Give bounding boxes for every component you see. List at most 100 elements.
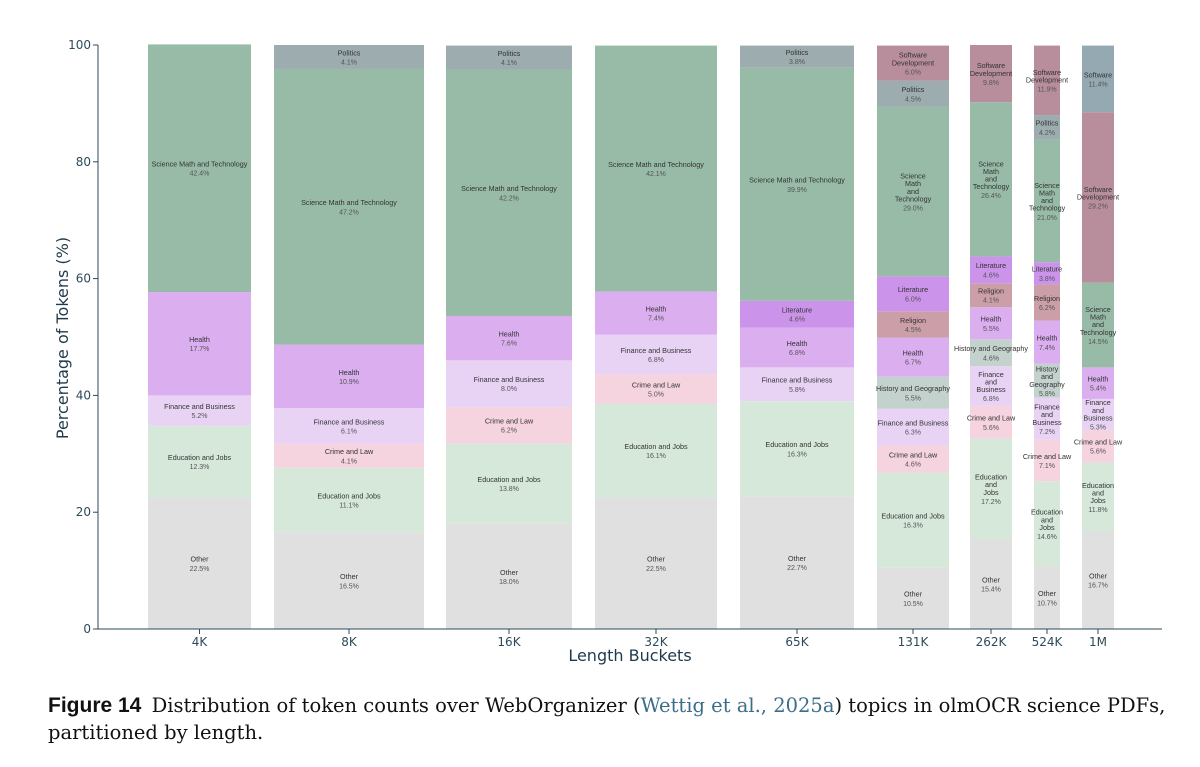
segment-value-16k-other: 18.0% [499,579,519,586]
caption-text-before: Distribution of token counts over WebOrg… [151,694,641,717]
segment-value-262k-religion: 4.1% [983,298,999,305]
segment-label-524k-finance-and-business: Finance and Business [1032,403,1062,427]
y-tick-label-60: 60 [76,272,91,286]
segment-value-32k-other: 22.5% [646,566,666,573]
segment-label-262k-finance-and-business: Finance and Business [976,370,1006,394]
segment-label-16k-health: Health [499,330,520,339]
segment-value-65k-health: 6.8% [789,350,805,357]
segment-value-131k-software-development: 6.0% [905,69,921,76]
x-tick-label-1m: 1M [1089,635,1107,649]
segment-4k-health [148,292,251,396]
segment-262k-other [970,539,1012,629]
y-tick-label-40: 40 [76,388,91,402]
segment-value-131k-history-and-geography: 5.5% [905,395,921,402]
segment-label-262k-crime-and-law: Crime and Law [967,414,1016,423]
segment-value-524k-politics: 4.2% [1039,130,1055,137]
segment-label-1m-health: Health [1088,375,1109,384]
segment-value-262k-finance-and-business: 6.8% [983,396,999,403]
segment-label-65k-health: Health [787,339,808,348]
segment-label-8k-health: Health [339,368,360,377]
segment-label-524k-science-math-and-technology: Science Math and Technology [1029,181,1066,213]
segment-131k-software-development [877,45,949,81]
segment-1m-health [1082,367,1114,399]
segment-label-32k-other: Other [647,555,666,564]
segment-131k-other [877,567,949,629]
segment-value-1m-health: 5.4% [1090,386,1106,393]
bar-1m: Other 16.7% Education and Jobs 11.8% Crime and… [1074,45,1123,629]
segment-value-16k-politics: 4.1% [501,60,517,67]
segment-value-16k-finance-and-business: 8.0% [501,386,517,393]
segment-value-65k-politics: 3.8% [789,59,805,66]
segment-label-16k-crime-and-law: Crime and Law [485,417,534,426]
x-tick-label-524k: 524K [1032,635,1064,649]
x-tick-label-4k: 4K [192,635,209,649]
segment-524k-science-math-and-technology [1034,139,1060,263]
segment-131k-education-and-jobs [877,472,949,568]
segment-value-16k-crime-and-law: 6.2% [501,428,517,435]
segment-1m-science-math-and-technology [1082,282,1114,368]
segment-label-32k-health: Health [646,304,667,313]
segment-16k-education-and-jobs [446,443,572,524]
segment-value-1m-education-and-jobs: 11.8% [1088,507,1107,514]
segment-label-262k-religion: Religion [978,287,1004,296]
segment-16k-science-math-and-technology [446,69,572,316]
bar-4k: Other 22.5% Education and Jobs 12.3% Finance… [148,44,251,629]
segment-8k-finance-and-business [274,408,424,444]
segment-524k-history-and-geography [1034,363,1060,398]
segment-value-131k-finance-and-business: 6.3% [905,430,921,437]
segment-label-131k-politics: Politics [902,85,925,94]
citation-link[interactable]: Wettig et al., 2025a [640,694,835,717]
segment-label-131k-religion: Religion [900,316,926,325]
segment-label-4k-finance-and-business: Finance and Business [164,402,235,411]
segment-label-262k-science-math-and-technology: Science Math and Technology [973,159,1010,191]
segment-value-65k-literature: 4.6% [789,317,805,324]
segment-label-524k-religion: Religion [1034,294,1060,303]
segment-value-131k-education-and-jobs: 16.3% [903,523,923,530]
segment-value-524k-science-math-and-technology: 21.0% [1037,215,1057,222]
x-tick-label-131k: 131K [898,635,930,649]
figure-caption: Figure 14 Distribution of token counts o… [48,692,1178,746]
segment-label-131k-history-and-geography: History and Geography [876,384,950,393]
segment-131k-finance-and-business [877,408,949,446]
segment-32k-education-and-jobs [595,403,717,498]
segment-8k-politics [274,45,424,69]
bar-32k: Other 22.5% Education and Jobs 16.1% Crime a… [595,45,717,629]
segment-label-65k-literature: Literature [782,306,812,315]
segment-label-65k-science-math-and-technology: Science Math and Technology [749,176,845,185]
segment-value-65k-finance-and-business: 5.8% [789,387,805,394]
bar-524k: Other 10.7% Education and Jobs 14.6% Crime and… [1023,45,1072,629]
x-axis-label: Length Buckets [568,646,691,665]
segment-value-262k-crime-and-law: 5.6% [983,425,999,432]
segment-value-4k-health: 17.7% [190,346,210,353]
segment-1m-finance-and-business [1082,398,1114,430]
segment-value-32k-health: 7.4% [648,316,664,323]
segment-label-1m-other: Other [1089,572,1108,581]
segment-label-65k-finance-and-business: Finance and Business [762,376,833,385]
segment-524k-crime-and-law [1034,439,1060,482]
segment-label-524k-crime-and-law: Crime and Law [1023,452,1072,461]
segment-value-4k-science-math-and-technology: 42.4% [190,171,210,178]
caption-text-after: ) topics in olmOCR science PDFs, partiti… [48,694,1166,744]
segment-262k-finance-and-business [970,366,1012,406]
segment-value-524k-health: 7.4% [1039,345,1055,352]
segment-label-524k-software-development: Software Development [1026,68,1068,85]
axes: 4K 8K 16K 32K 65K 131K 262K 524K 1M 0 20 40 60 80 100 [68,38,1162,649]
segment-8k-education-and-jobs [274,467,424,533]
figure-label: Figure 14 [48,694,142,717]
segment-value-32k-crime-and-law: 5.0% [648,391,664,398]
segment-65k-health [740,327,854,368]
segment-label-8k-finance-and-business: Finance and Business [314,417,385,426]
segment-value-65k-education-and-jobs: 16.3% [787,451,807,458]
segment-value-32k-education-and-jobs: 16.1% [646,453,666,460]
segment-16k-politics [446,45,572,70]
segment-label-131k-finance-and-business: Finance and Business [878,419,949,428]
segment-value-131k-science-math-and-technology: 29.0% [903,205,923,212]
segment-8k-science-math-and-technology [274,68,424,345]
segment-65k-literature [740,300,854,328]
segment-label-262k-software-development: Software Development [970,61,1012,78]
segment-value-16k-science-math-and-technology: 42.2% [499,195,519,202]
segment-32k-finance-and-business [595,334,717,375]
segment-16k-finance-and-business [446,360,572,408]
segment-1m-other [1082,531,1114,629]
segment-8k-crime-and-law [274,443,424,468]
